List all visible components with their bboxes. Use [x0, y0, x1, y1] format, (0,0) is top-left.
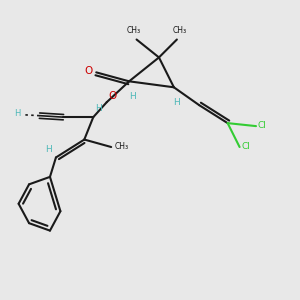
Text: O: O [85, 66, 93, 76]
Text: Cl: Cl [241, 142, 250, 151]
Text: H: H [129, 92, 136, 101]
Text: H: H [173, 98, 180, 107]
Text: CH₃: CH₃ [127, 26, 141, 35]
Text: H: H [45, 145, 52, 154]
Text: H: H [95, 104, 102, 113]
Text: O: O [109, 91, 117, 101]
Text: Cl: Cl [257, 121, 266, 130]
Text: CH₃: CH₃ [115, 142, 129, 151]
Text: CH₃: CH₃ [173, 26, 187, 35]
Text: H: H [14, 110, 20, 118]
